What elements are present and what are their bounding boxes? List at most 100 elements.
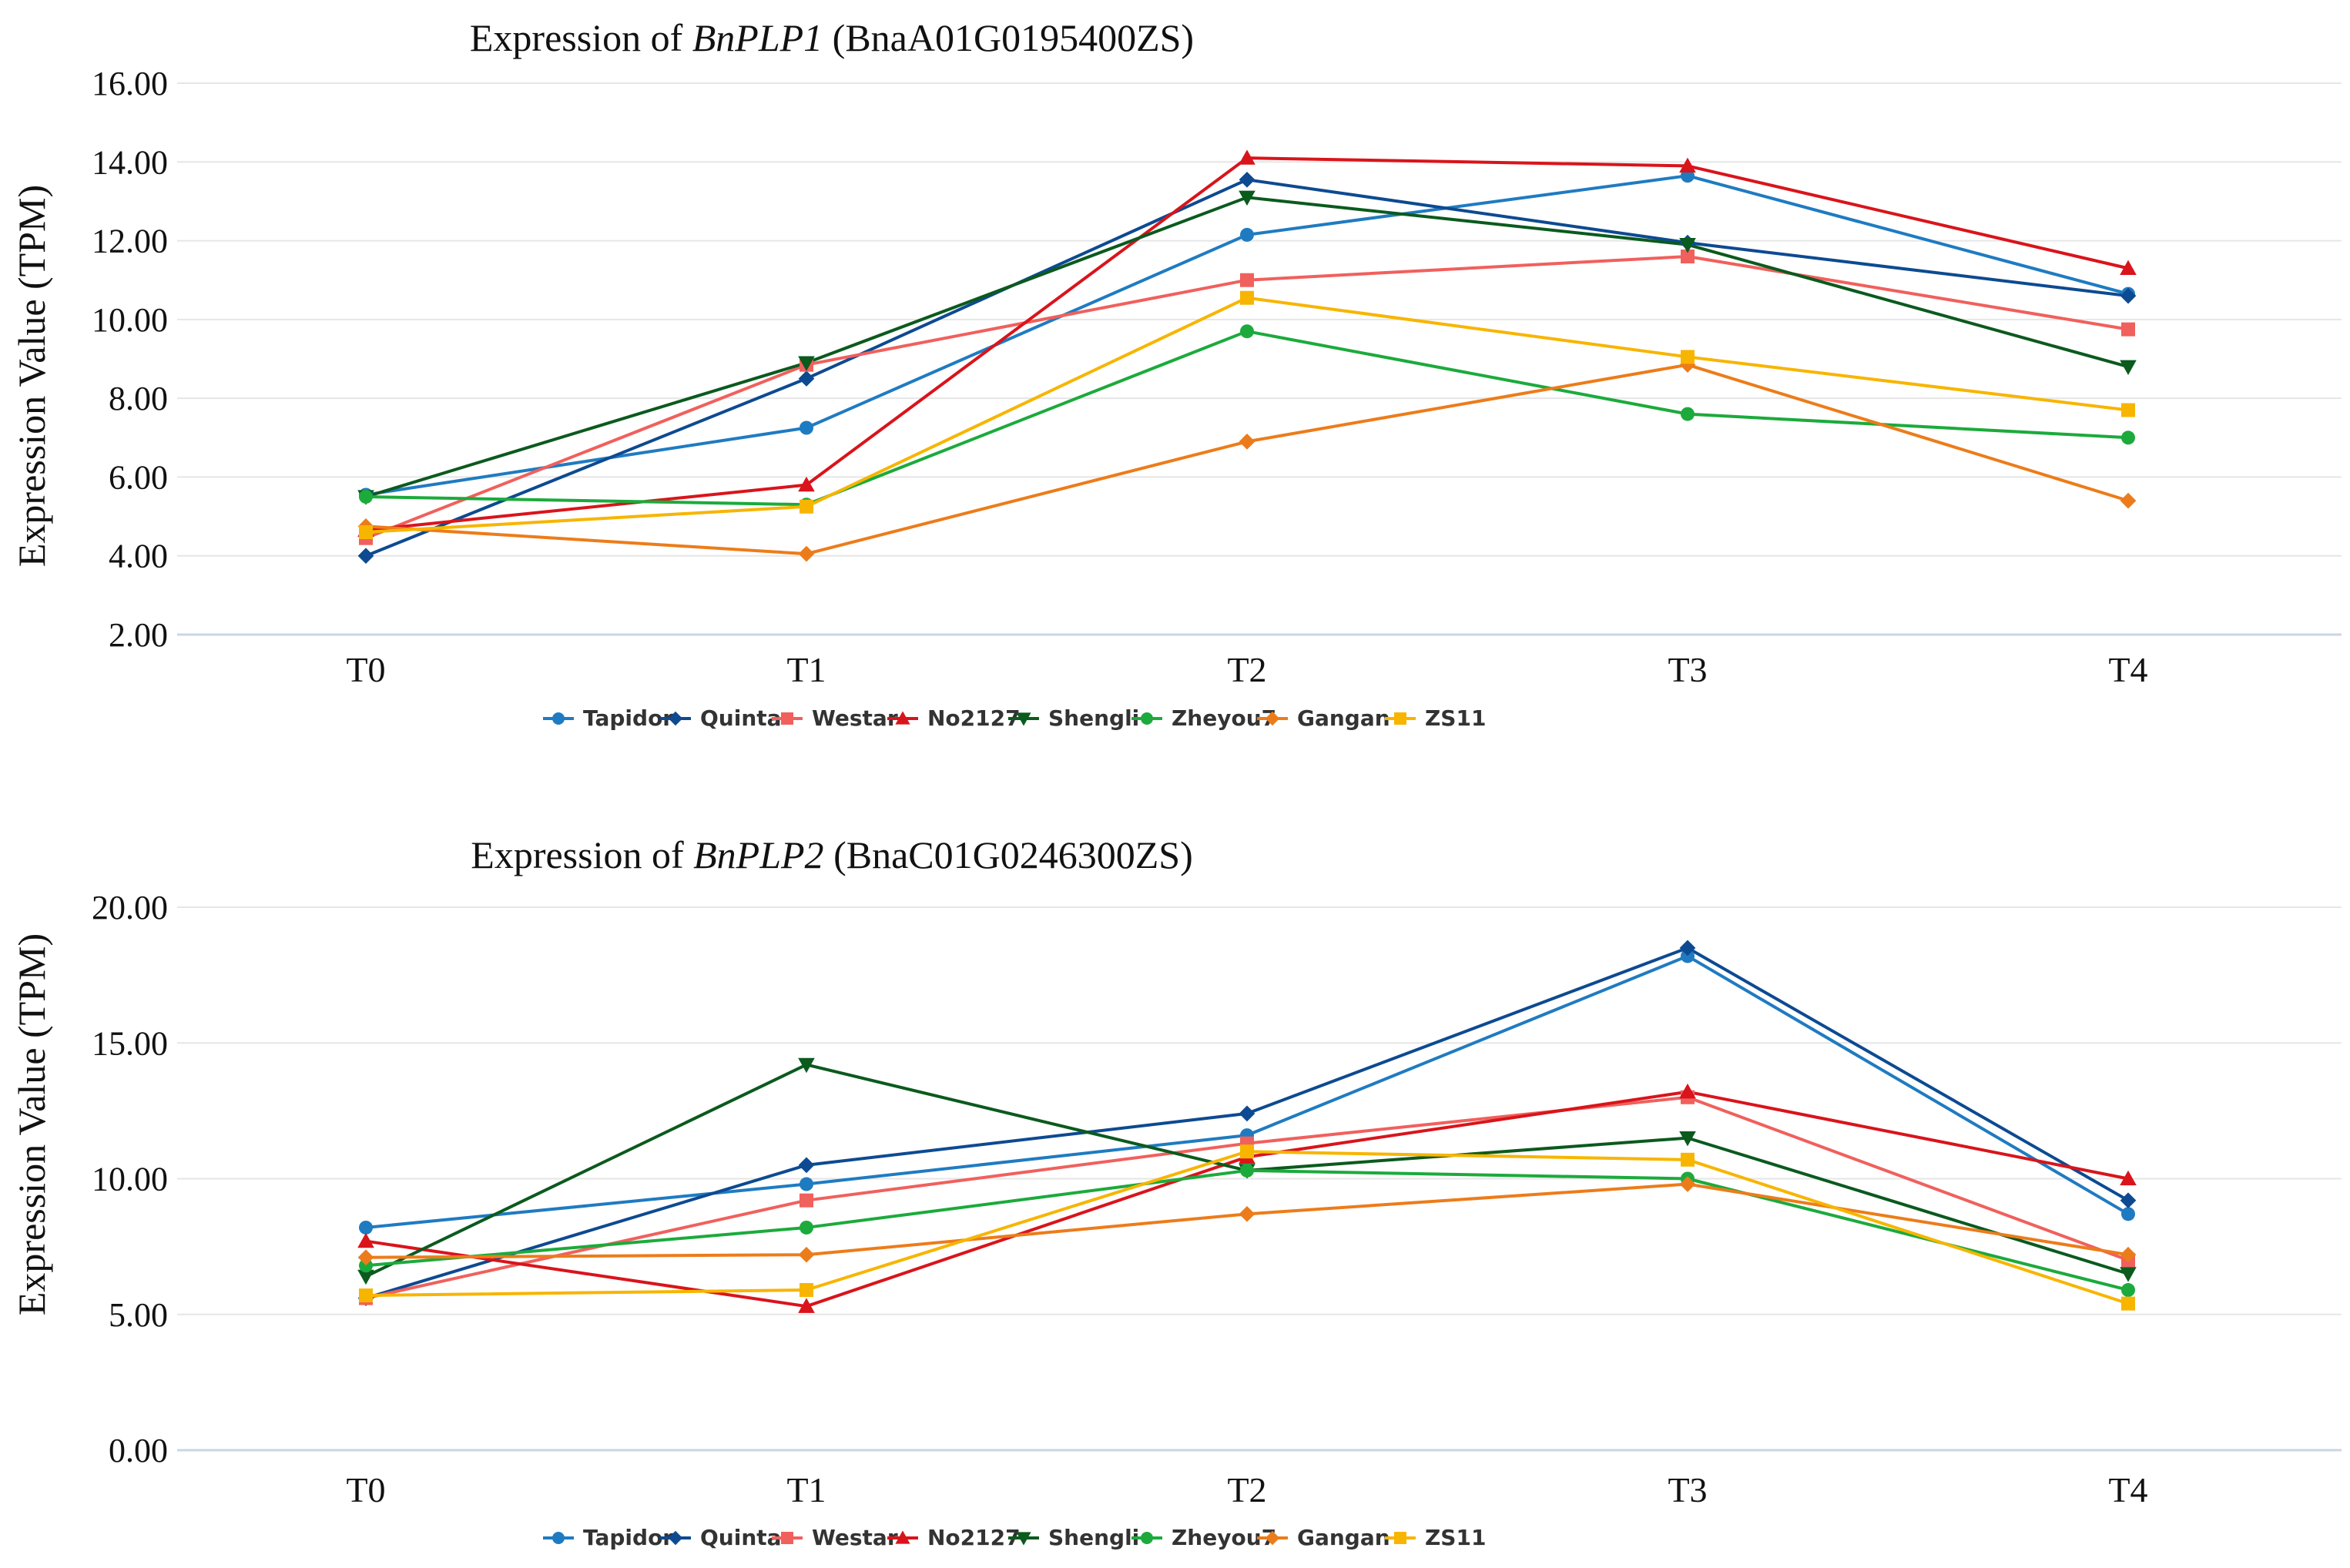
chart-1-title-suffix: (BnaA01G0195400ZS) (823, 16, 1194, 59)
chart-1-legend-item-shengli[interactable]: Shengli (1008, 705, 1139, 731)
chart-1-point-quinta-t2 (1239, 171, 1255, 188)
chart-2-point-gangan-t1 (798, 1246, 815, 1263)
chart-2-legend-item-no2127[interactable]: No2127 (887, 1525, 1021, 1550)
chart-1-point-zs11-t0 (359, 525, 373, 540)
chart-panel-1: Expression of BnPLP1 (BnaA01G0195400ZS) … (10, 16, 2342, 731)
chart-2-series (357, 940, 2137, 1313)
chart-2-point-zheyou7-t0 (359, 1258, 373, 1273)
chart-2-point-tapidor-t4 (2121, 1207, 2135, 1221)
chart-2-point-shengli-t3 (1679, 1131, 1696, 1147)
chart-1-legend-label: ZS11 (1425, 705, 1486, 731)
chart-1-point-zs11-t1 (800, 499, 813, 514)
chart-1-legend-marker (895, 711, 910, 725)
chart-2-legend-marker (1265, 1530, 1280, 1546)
chart-1-legend-item-no2127[interactable]: No2127 (887, 705, 1021, 731)
chart-1-point-westar-t2 (1240, 273, 1254, 287)
chart-2-x-tick-label: T3 (1668, 1470, 1707, 1509)
chart-1-legend-label: No2127 (927, 705, 1021, 731)
chart-panel-2: Expression of BnPLP2 (BnaC01G0246300ZS) … (10, 833, 2342, 1550)
chart-2-legend-label: Quinta (700, 1525, 782, 1550)
chart-1-point-zheyou7-t2 (1240, 324, 1254, 339)
chart-2-y-tick-label: 20.00 (92, 889, 168, 926)
chart-2-point-zheyou7-t1 (800, 1220, 813, 1235)
chart-1-x-tick-label: T2 (1227, 650, 1266, 689)
chart-1-point-gangan-t2 (1239, 434, 1255, 450)
chart-1-legend-marker (1141, 712, 1153, 725)
chart-2-y-ticks: 0.00 5.00 10.00 15.00 20.00 (92, 889, 168, 1469)
chart-1-legend-marker (781, 712, 793, 725)
chart-2-legend-item-westar[interactable]: Westar (772, 1525, 898, 1550)
chart-1-legend-item-tapidor[interactable]: Tapidor (543, 705, 673, 731)
chart-2-legend-label: No2127 (927, 1525, 1021, 1550)
chart-1-y-ticks: 2.00 4.00 6.00 8.00 10.00 12.00 14.00 16.00 (92, 65, 168, 654)
chart-1-legend-item-quinta[interactable]: Quinta (660, 705, 782, 731)
chart-1-x-tick-label: T4 (2108, 650, 2147, 689)
chart-1-legend-item-gangan[interactable]: Gangan (1257, 705, 1390, 731)
chart-1-legend-item-zs11[interactable]: ZS11 (1385, 705, 1486, 731)
chart-2-point-zs11-t4 (2121, 1296, 2135, 1311)
chart-1-y-tick-label: 2.00 (109, 616, 168, 654)
chart-1-point-no2127-t3 (1679, 157, 1696, 173)
chart-2-legend-marker (895, 1530, 910, 1544)
chart-2-title-prefix: Expression of (471, 833, 693, 876)
chart-2-x-tick-label: T2 (1227, 1470, 1266, 1509)
chart-2-series-line-zheyou7 (365, 1168, 2129, 1292)
chart-2-point-tapidor-t3 (1681, 949, 1695, 963)
chart-2-y-tick-label: 10.00 (92, 1161, 168, 1198)
chart-2-legend-item-shengli[interactable]: Shengli (1008, 1525, 1139, 1550)
chart-2-legend-marker (1394, 1532, 1406, 1544)
chart-2-legend-marker (552, 1532, 565, 1544)
chart-1-point-westar-t3 (1681, 250, 1695, 264)
chart-2-legend-label: Shengli (1048, 1525, 1139, 1550)
chart-2-x-ticks: T0 T1 T2 T3 T4 (346, 1470, 2147, 1509)
chart-2-point-quinta-t2 (1239, 1105, 1255, 1122)
chart-2-legend-item-gangan[interactable]: Gangan (1257, 1525, 1390, 1550)
chart-2-legend-label: Gangan (1297, 1525, 1390, 1550)
chart-1-legend-item-westar[interactable]: Westar (772, 705, 898, 731)
chart-2-legend-label: Westar (812, 1525, 898, 1550)
chart-1-point-zheyou7-t4 (2121, 431, 2135, 445)
chart-2-point-zheyou7-t2 (1240, 1163, 1254, 1178)
chart-2-point-zs11-t2 (1240, 1144, 1254, 1159)
chart-1-legend-item-zheyou7[interactable]: Zheyou7 (1131, 705, 1276, 731)
chart-1-x-tick-label: T0 (346, 650, 385, 689)
chart-2-title-gene: BnPLP2 (693, 833, 823, 876)
chart-1-x-tick-label: T3 (1668, 650, 1707, 689)
chart-1-point-zheyou7-t3 (1681, 407, 1695, 421)
chart-1-x-tick-label: T1 (786, 650, 826, 689)
chart-1-legend-marker (1016, 712, 1031, 726)
chart-2-legend-label: Tapidor (583, 1525, 673, 1550)
chart-2-y-tick-label: 0.00 (109, 1432, 168, 1469)
chart-1-point-quinta-t1 (798, 370, 815, 387)
chart-2-legend-item-quinta[interactable]: Quinta (660, 1525, 782, 1550)
chart-2-point-gangan-t3 (1679, 1176, 1696, 1192)
chart-2-point-westar-t1 (800, 1193, 813, 1208)
chart-1-legend-marker (668, 711, 683, 726)
chart-2-series-line-no2127 (365, 1090, 2129, 1308)
chart-1-legend-marker (1265, 711, 1280, 726)
chart-1-point-no2127-t2 (1239, 149, 1255, 165)
chart-1-legend: Tapidor Quinta Westar No2127 Shengli Zheyou7 G… (543, 705, 1486, 731)
chart-2-legend-item-tapidor[interactable]: Tapidor (543, 1525, 673, 1550)
chart-2-point-zs11-t3 (1681, 1152, 1695, 1167)
chart-2-point-quinta-t4 (2120, 1192, 2137, 1209)
chart-2-legend-item-zs11[interactable]: ZS11 (1385, 1525, 1486, 1550)
chart-2-legend-item-zheyou7[interactable]: Zheyou7 (1131, 1525, 1276, 1550)
chart-1-y-tick-label: 8.00 (109, 380, 168, 417)
chart-2-legend-label: ZS11 (1425, 1525, 1486, 1550)
chart-2-point-tapidor-t1 (800, 1177, 813, 1191)
chart-1-series-line-gangan (365, 363, 2129, 556)
chart-2-point-gangan-t4 (2120, 1246, 2137, 1263)
chart-1-y-axis-label: Expression Value (TPM) (10, 185, 53, 567)
chart-1-legend-label: Shengli (1048, 705, 1139, 731)
chart-2-point-shengli-t1 (798, 1057, 815, 1074)
chart-1-series-line-shengli (365, 196, 2129, 498)
chart-1-series (357, 149, 2137, 565)
chart-2-series-line-tapidor (365, 954, 2130, 1229)
chart-2-series-line-quinta (365, 946, 2129, 1300)
chart-1-y-tick-label: 16.00 (92, 65, 168, 102)
chart-1-y-tick-label: 10.00 (92, 301, 168, 339)
chart-2-point-tapidor-t0 (359, 1220, 373, 1235)
chart-1-point-shengli-t3 (1679, 238, 1696, 253)
